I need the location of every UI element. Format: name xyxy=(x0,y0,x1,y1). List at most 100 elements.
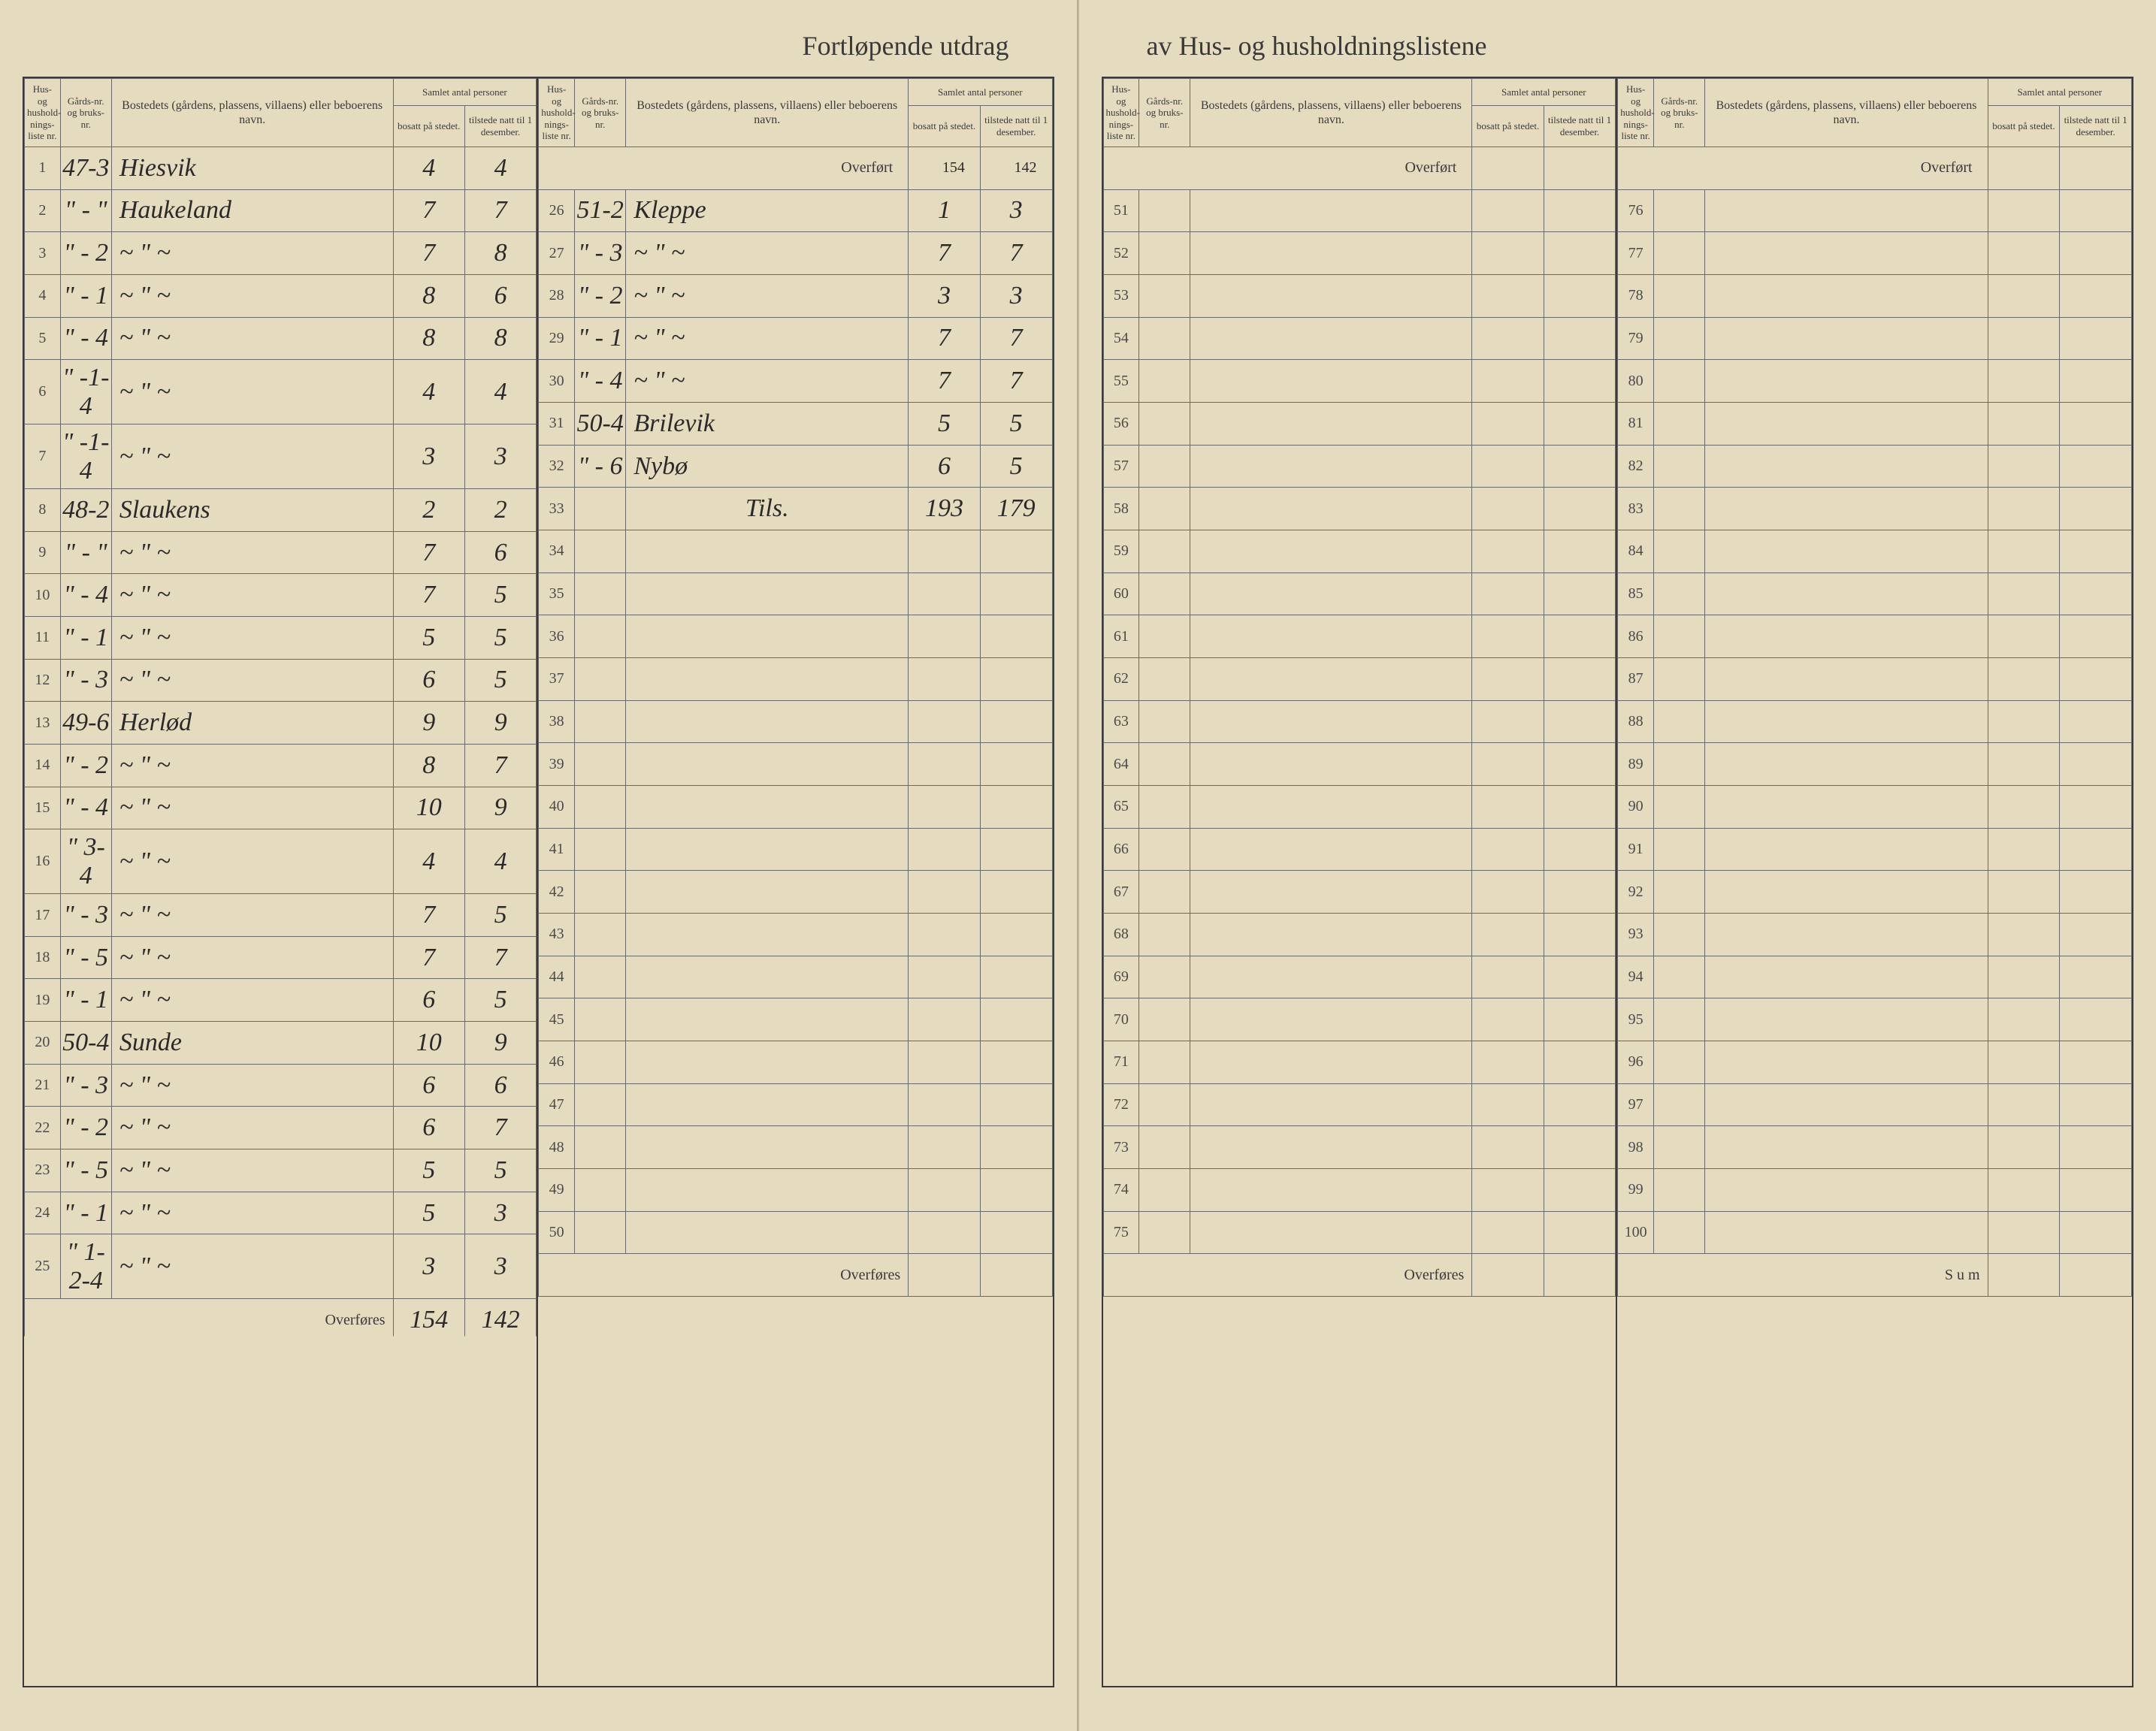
tilstede xyxy=(2060,232,2132,275)
table-row: 10 " - 4 ~ " ~ 7 5 xyxy=(25,574,537,617)
row-num: 1 xyxy=(25,147,61,189)
row-num: 62 xyxy=(1103,658,1139,701)
bosatt xyxy=(909,1211,981,1254)
bosatt: 4 xyxy=(393,360,464,424)
bosatt xyxy=(1472,956,1544,998)
table-row: 48 xyxy=(539,1126,1052,1169)
bosatt xyxy=(1472,615,1544,658)
bosatt: 7 xyxy=(393,232,464,275)
bosted xyxy=(1705,274,1988,317)
gard-num xyxy=(1654,1083,1705,1126)
overfores-row: Overføres xyxy=(1103,1254,1616,1297)
gard-num: 47-3 xyxy=(60,147,111,189)
bosted xyxy=(1705,615,1988,658)
hdr-bosatt: bosatt på stedet. xyxy=(1472,105,1544,147)
overfores-label: Overføres xyxy=(25,1299,394,1342)
tilstede: 6 xyxy=(464,274,536,317)
bosted: ~ " ~ xyxy=(111,1064,393,1107)
bosatt xyxy=(1472,1211,1544,1254)
tilstede: 6 xyxy=(464,1064,536,1107)
gard-num xyxy=(1654,743,1705,786)
bosatt: 6 xyxy=(393,979,464,1022)
bosted: ~ " ~ xyxy=(111,1234,393,1299)
bosted xyxy=(1190,403,1472,446)
row-num: 44 xyxy=(539,956,575,998)
tilstede xyxy=(1544,147,1615,189)
row-num: 33 xyxy=(539,488,575,530)
bosatt xyxy=(1472,1254,1544,1297)
gard-num: 50-4 xyxy=(575,403,626,446)
row-num: 78 xyxy=(1618,274,1654,317)
gard-num: " 1-2-4 xyxy=(60,1234,111,1299)
hdr-tilstede: tilstede natt til 1 desember. xyxy=(2060,105,2132,147)
tilstede xyxy=(1544,530,1615,573)
bosatt xyxy=(1472,147,1544,189)
hdr-tilstede: tilstede natt til 1 desember. xyxy=(1544,105,1615,147)
bosted: ~ " ~ xyxy=(111,531,393,574)
gard-num: " 3-4 xyxy=(60,829,111,894)
gard-num: " -1-4 xyxy=(60,424,111,489)
bosted: ~ " ~ xyxy=(111,829,393,894)
bosted xyxy=(1190,1211,1472,1254)
row-num: 10 xyxy=(25,574,61,617)
gard-num: " - 1 xyxy=(60,617,111,660)
table-row: 28 " - 2 ~ " ~ 3 3 xyxy=(539,274,1052,317)
bosatt: 6 xyxy=(393,659,464,702)
bosted xyxy=(1705,189,1988,232)
tilstede xyxy=(1544,658,1615,701)
bosatt xyxy=(1988,1169,2060,1212)
bosatt: 1 xyxy=(909,189,981,232)
gard-num: " - 3 xyxy=(575,232,626,275)
table-row: 64 xyxy=(1103,743,1616,786)
bosted: ~ " ~ xyxy=(111,894,393,937)
thead: Hus- og hushold-nings-liste nr. Gårds-nr… xyxy=(1618,79,2132,147)
row-num: 41 xyxy=(539,828,575,871)
tilstede xyxy=(2060,871,2132,914)
tbody-right-2: Overført 76 77 78 79 80 81 82 83 84 85 8… xyxy=(1618,147,2132,1296)
tilstede xyxy=(1544,403,1615,446)
row-num: 25 xyxy=(25,1234,61,1299)
row-num: 68 xyxy=(1103,914,1139,956)
row-num: 91 xyxy=(1618,828,1654,871)
row-num: 98 xyxy=(1618,1126,1654,1169)
bosatt xyxy=(1472,445,1544,488)
tilstede: 9 xyxy=(464,702,536,745)
bosatt xyxy=(1472,572,1544,615)
gard-num xyxy=(575,488,626,530)
tilstede xyxy=(1544,1211,1615,1254)
tilstede xyxy=(1544,956,1615,998)
bosted xyxy=(1190,445,1472,488)
row-num: 88 xyxy=(1618,700,1654,743)
bosatt xyxy=(1988,914,2060,956)
hdr-bosted: Bostedets (gårdens, plassens, villaens) … xyxy=(626,79,909,147)
table-row: 18 " - 5 ~ " ~ 7 7 xyxy=(25,936,537,979)
row-num: 87 xyxy=(1618,658,1654,701)
hdr-gard: Gårds-nr. og bruks-nr. xyxy=(60,79,111,147)
gard-num xyxy=(1139,360,1190,403)
table-row: 5 " - 4 ~ " ~ 8 8 xyxy=(25,317,537,360)
table-row: 87 xyxy=(1618,658,2132,701)
bosatt xyxy=(1472,998,1544,1041)
tilstede xyxy=(1544,871,1615,914)
bosted xyxy=(1190,956,1472,998)
bosatt xyxy=(1472,232,1544,275)
bosted xyxy=(1705,317,1988,360)
bosted: ~ " ~ xyxy=(111,744,393,787)
tils-label: Tils. xyxy=(626,488,909,530)
table-row: 61 xyxy=(1103,615,1616,658)
tilstede xyxy=(2060,530,2132,573)
gard-num xyxy=(575,572,626,615)
bosatt xyxy=(909,1083,981,1126)
bosted: ~ " ~ xyxy=(111,317,393,360)
bosted xyxy=(1705,530,1988,573)
table-row: 92 xyxy=(1618,871,2132,914)
gard-num xyxy=(1654,530,1705,573)
gard-num xyxy=(1654,317,1705,360)
row-num: 20 xyxy=(25,1022,61,1065)
tilstede xyxy=(1544,828,1615,871)
row-num: 15 xyxy=(25,787,61,829)
row-num: 80 xyxy=(1618,360,1654,403)
gard-num xyxy=(575,871,626,914)
bosatt: 7 xyxy=(393,894,464,937)
gard-num xyxy=(575,658,626,701)
